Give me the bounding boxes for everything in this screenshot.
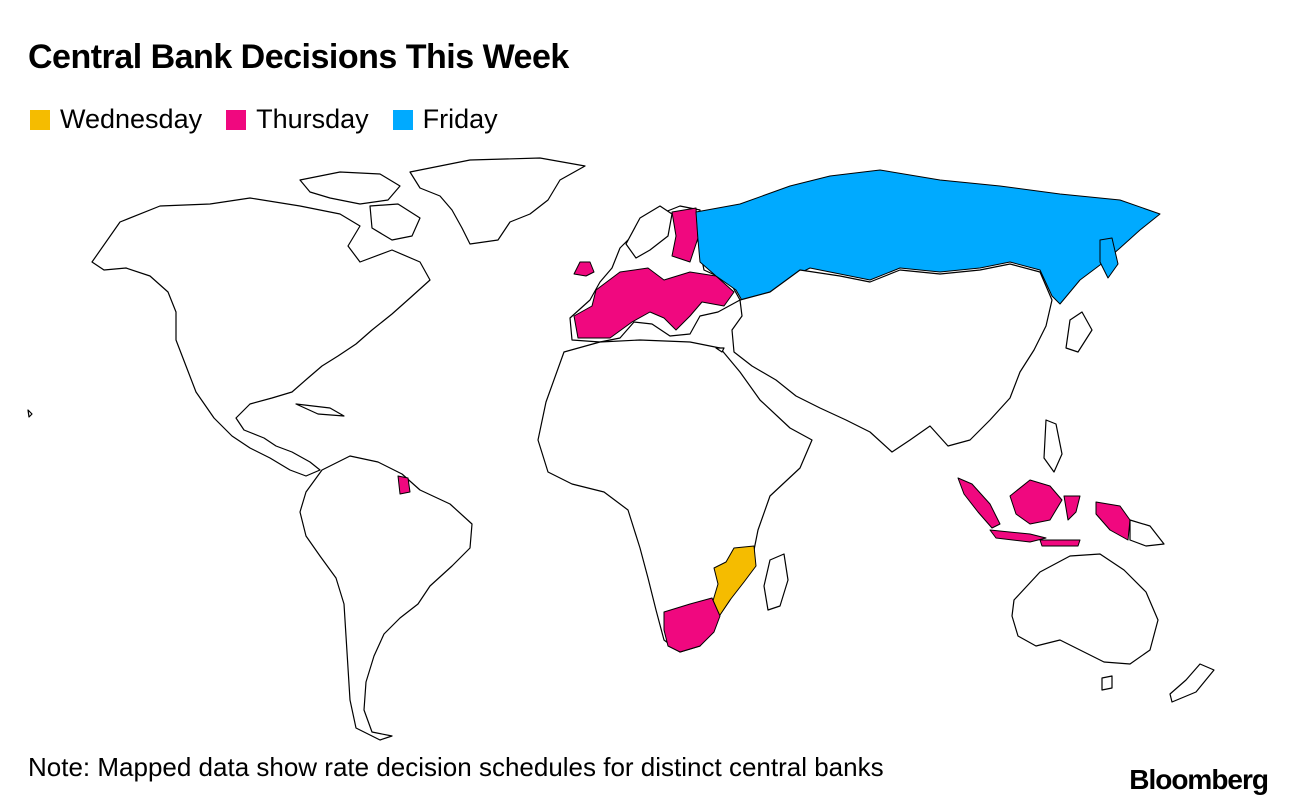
legend-item-wednesday: Wednesday [30,104,202,135]
cyprus [715,347,725,353]
australia [1011,553,1159,665]
legend-swatch-thursday [226,109,247,130]
world-map [27,157,1215,741]
asia [731,263,1053,453]
region-united-kingdom [573,261,595,277]
philippines [1043,419,1063,473]
legend-item-friday: Friday [392,104,498,135]
papua-new-guinea [1129,519,1165,547]
region-indonesia-sumatra [957,477,1001,529]
legend-label-friday: Friday [422,104,498,134]
region-indonesia-papua [1095,501,1131,541]
north-america [91,197,431,477]
region-indonesia-small-islands [1039,539,1081,547]
legend-swatch-friday [392,109,413,130]
scandinavia [625,205,673,259]
madagascar [763,553,789,611]
legend: Wednesday Thursday Friday [30,104,498,135]
region-euro-area [573,267,735,339]
new-zealand [1169,663,1215,703]
region-south-africa [663,597,721,653]
chart-title: Central Bank Decisions This Week [28,38,569,76]
legend-swatch-wednesday [30,109,50,130]
bloomberg-logo: Bloomberg [1129,764,1269,795]
baffin-island [369,203,421,241]
cuba [295,403,345,417]
region-indonesia-java [989,529,1047,543]
legend-label-thursday: Thursday [256,104,369,134]
south-america [299,455,473,741]
region-indonesia-sulawesi [1063,495,1081,521]
region-french-guiana [397,475,411,495]
legend-item-thursday: Thursday [226,104,369,135]
legend-label-wednesday: Wednesday [60,104,203,134]
footnote: Note: Mapped data show rate decision sch… [28,752,884,782]
japan [1065,311,1093,353]
greenland [409,157,586,245]
region-russia-sakhalin [1099,237,1119,279]
tasmania [1101,675,1113,691]
region-euro-area-north [671,207,699,263]
region-indonesia-borneo [1009,479,1063,525]
arctic-islands [299,171,401,205]
hawaii [27,409,33,418]
